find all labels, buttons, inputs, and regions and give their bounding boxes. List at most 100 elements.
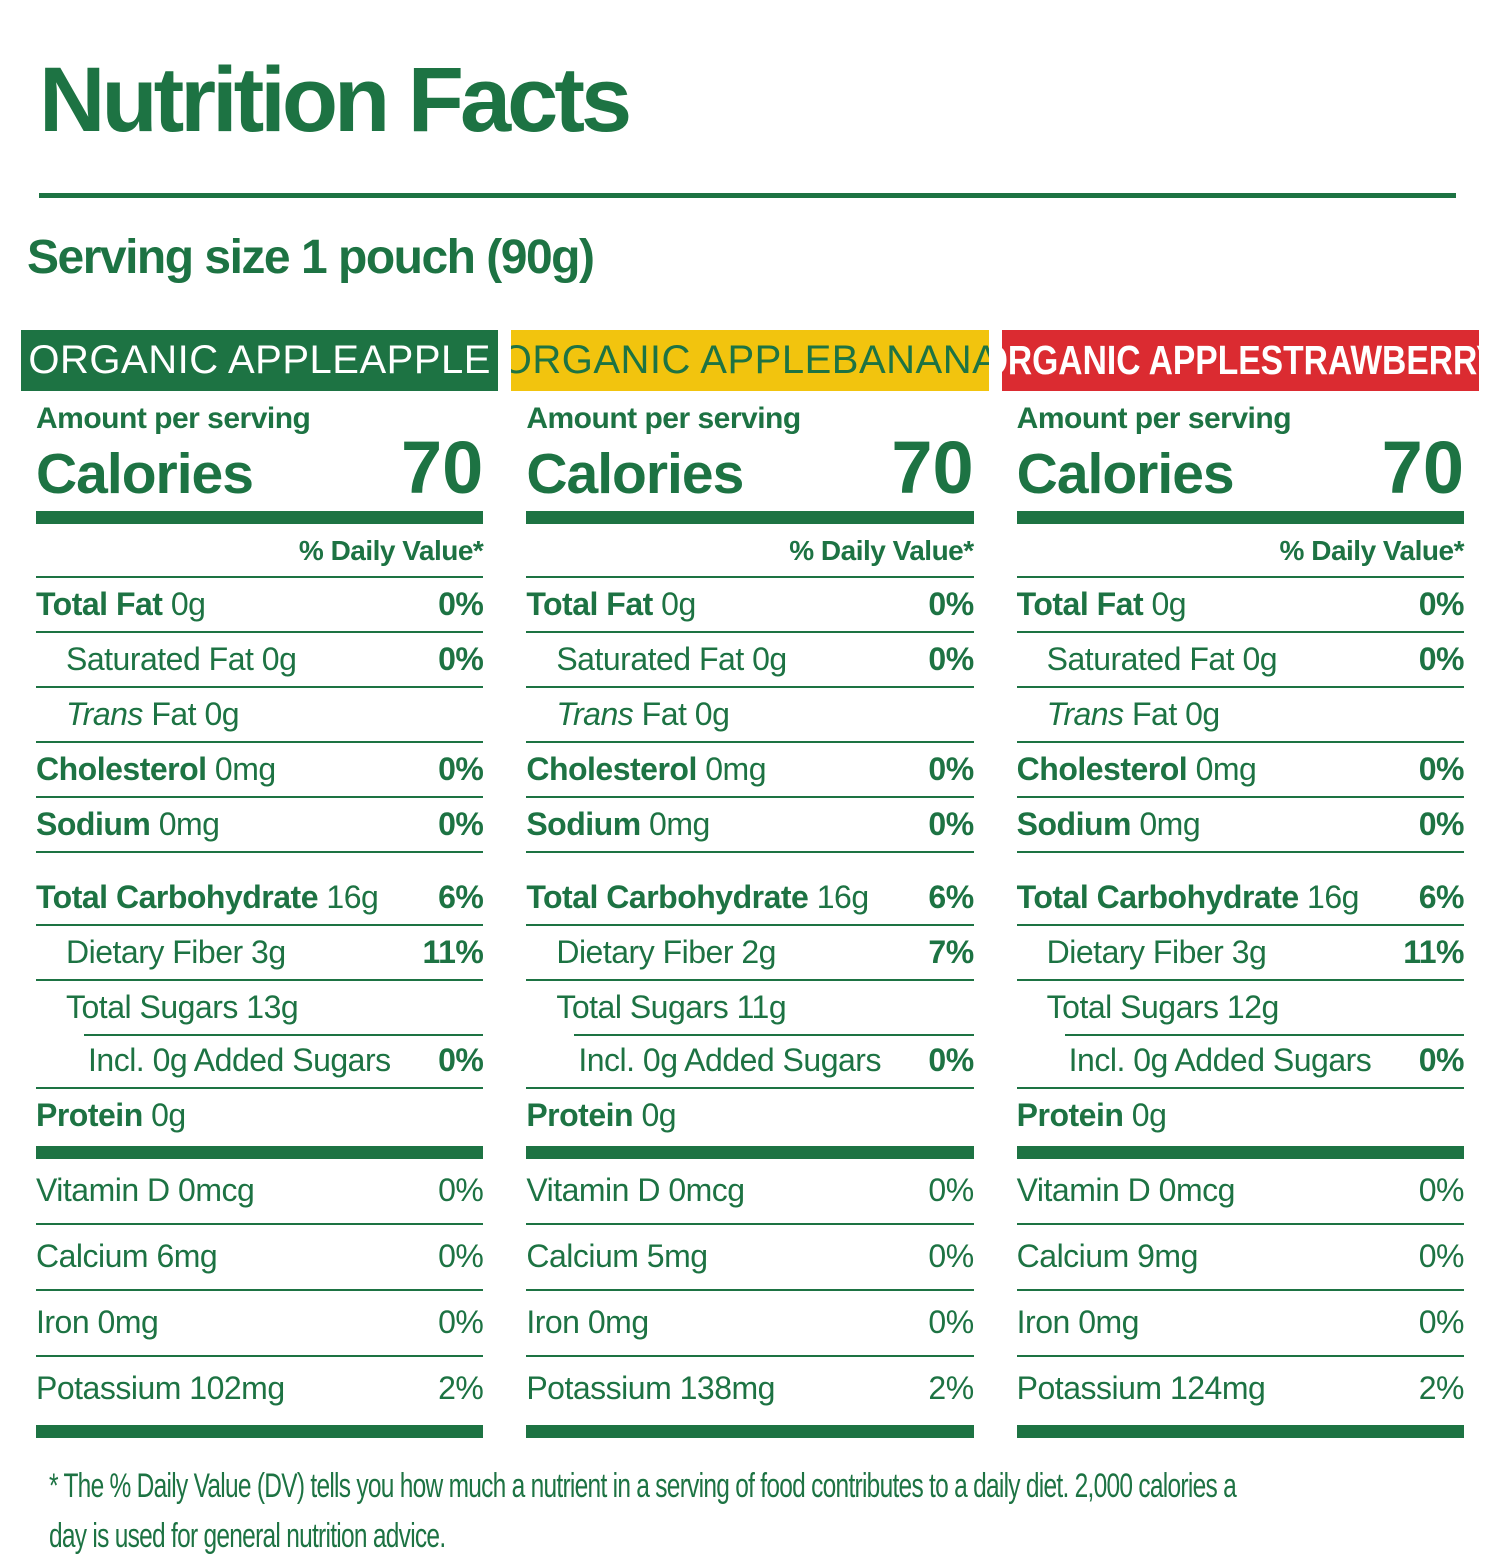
nutrient-value: 0% [928, 1172, 974, 1209]
nutrient-table: % Daily Value* Total Fat 0g 0% Saturated… [1016, 524, 1465, 1439]
nutrient-label-part: Sodium [36, 806, 151, 843]
nutrient-label: Potassium 102mg [36, 1370, 285, 1407]
nutrient-label: Total Fat 0g [36, 586, 206, 623]
footnote: * The % Daily Value (DV) tells you how m… [49, 1462, 1475, 1561]
thick-divider-bar [1016, 511, 1464, 525]
product-column: ORGANIC APPLEBANANA Amount per serving C… [511, 329, 989, 1439]
nutrient-label: Saturated Fat 0g [36, 641, 297, 678]
nutrient-label: Cholesterol 0mg [36, 751, 276, 788]
nutrient-value: 6% [928, 879, 974, 916]
nutrient-label-part: Total Carbohydrate [1016, 879, 1300, 916]
nutrient-row: Saturated Fat 0g 0% [526, 633, 974, 689]
nutrient-value: 0% [438, 806, 484, 843]
nutrient-label-part: Potassium 124mg [1016, 1370, 1266, 1407]
nutrient-label: Calcium 9mg [1016, 1238, 1199, 1275]
nutrient-label: Dietary Fiber 2g [526, 934, 776, 971]
nutrient-label-part: Total Fat [1016, 586, 1144, 623]
nutrient-label-part: Iron 0mg [36, 1304, 159, 1341]
nutrient-row: Sodium 0mg 0% [1016, 798, 1465, 854]
nutrient-label-part: Trans [66, 696, 143, 733]
nutrient-label-part: Iron 0mg [526, 1304, 649, 1341]
nutrient-label-part: Total Sugars 11g [556, 989, 787, 1026]
nutrient-row: Vitamin D 0mcg 0% [526, 1159, 974, 1226]
nutrient-row: Total Fat 0g 0% [526, 578, 974, 634]
nutrient-label-part: 0mg [206, 751, 276, 788]
nutrient-label-part: Cholesterol [526, 751, 697, 788]
nutrient-label-part: Protein [1016, 1097, 1124, 1134]
nutrient-value: 2% [928, 1370, 974, 1407]
nutrient-value: 11% [422, 934, 484, 971]
nutrient-row: Total Sugars 12g [1017, 981, 1464, 1034]
nutrient-value: 0% [438, 1172, 484, 1209]
calories-value: 70 [401, 425, 484, 509]
nutrient-label: Calcium 5mg [526, 1238, 708, 1275]
nutrient-label-part: 0mg [696, 751, 766, 788]
nutrient-value: 11% [1403, 934, 1464, 971]
footnote-line-2: day is used for general nutrition advice… [49, 1516, 446, 1555]
nutrient-row: Total Sugars 13g [36, 981, 483, 1034]
nutrient-row: Total Fat 0g 0% [36, 578, 484, 634]
nutrient-label-part: Sodium [1016, 806, 1132, 843]
product-name: ORGANIC APPLEAPPLE [28, 337, 491, 382]
nutrient-label: Sodium 0mg [1016, 806, 1201, 843]
nutrient-row: Dietary Fiber 3g 11% [36, 926, 484, 982]
nutrient-label-part: Calcium 9mg [1016, 1238, 1199, 1275]
nutrient-label-part: Dietary Fiber 2g [556, 934, 776, 971]
page-title: Nutrition Facts [39, 49, 632, 151]
nutrient-label: Iron 0mg [36, 1304, 159, 1341]
nutrient-label-part: 0mg [150, 806, 220, 843]
nutrient-row: Potassium 102mg 2% [36, 1357, 484, 1421]
nutrient-value: 0% [438, 751, 484, 788]
nutrient-label-part: Saturated Fat 0g [1046, 641, 1278, 678]
amount-per-serving-label: Amount per serving [36, 401, 311, 435]
product-name-banner: ORGANIC APPLEBANANA [511, 329, 989, 391]
nutrient-row: Cholesterol 0mg 0% [1016, 743, 1464, 799]
nutrient-rows: Total Fat 0g 0% Saturated Fat 0g 0% Tran… [36, 578, 484, 1439]
nutrient-label: Iron 0mg [526, 1304, 649, 1341]
nutrient-label-part: 16g [1298, 879, 1359, 916]
nutrient-label: Total Sugars 11g [526, 989, 786, 1026]
nutrient-value: 0% [928, 751, 974, 788]
nutrient-label: Dietary Fiber 3g [36, 934, 286, 971]
calories-value: 70 [1381, 425, 1464, 509]
nutrient-value: 0% [1418, 806, 1465, 843]
nutrient-label-part: Iron 0mg [1016, 1304, 1140, 1341]
nutrient-label-part: Dietary Fiber 3g [1046, 934, 1267, 971]
nutrient-label-part: Protein [526, 1097, 634, 1134]
nutrient-value: 0% [928, 1304, 974, 1341]
nutrient-label-part: Trans [1046, 696, 1124, 733]
nutrient-label-part: Calcium 6mg [36, 1238, 218, 1275]
nutrient-rows: Total Fat 0g 0% Saturated Fat 0g 0% Tran… [1016, 578, 1465, 1439]
nutrient-label: Vitamin D 0mcg [1017, 1172, 1236, 1209]
nutrient-row: Trans Fat 0g [1016, 688, 1464, 744]
nutrient-label: Protein 0g [526, 1097, 676, 1134]
nutrient-value: 0% [438, 1304, 484, 1341]
thick-divider-bar [526, 1146, 974, 1160]
nutrient-row: Incl. 0g Added Sugars 0% [526, 1034, 974, 1090]
nutrient-value: 7% [928, 934, 974, 971]
nutrient-label: Protein 0g [36, 1097, 186, 1134]
nutrient-value: 0% [928, 1238, 974, 1275]
nutrient-label: Total Carbohydrate 16g [1016, 879, 1360, 916]
nutrient-label: Total Carbohydrate 16g [36, 879, 379, 916]
nutrient-label-part: Total Sugars 12g [1046, 989, 1280, 1026]
nutrient-value: 6% [1418, 879, 1465, 916]
serving-size: Serving size 1 pouch (90g) [27, 230, 595, 284]
nutrient-value: 0% [1418, 1042, 1465, 1079]
nutrient-row: Total Fat 0g 0% [1016, 578, 1464, 634]
nutrient-row: Protein 0g [526, 1089, 973, 1142]
nutrient-value: 0% [438, 1238, 484, 1275]
product-column: ORGANIC APPLEAPPLE Amount per serving Ca… [21, 329, 499, 1439]
daily-value-header: % Daily Value* [1016, 524, 1464, 579]
nutrient-row: Incl. 0g Added Sugars 0% [36, 1034, 484, 1090]
nutrient-label-part: 0g [652, 586, 696, 623]
nutrition-facts-panel: Nutrition Facts Serving size 1 pouch (90… [0, 49, 1500, 1555]
thick-divider-bar [36, 511, 484, 525]
nutrient-label: Trans Fat 0g [1017, 696, 1221, 733]
nutrient-label: Incl. 0g Added Sugars [526, 1042, 881, 1079]
nutrient-row: Trans Fat 0g [36, 688, 484, 744]
nutrient-row: Total Carbohydrate 16g 6% [526, 853, 974, 927]
nutrient-label-part: Incl. 0g Added Sugars [578, 1042, 881, 1079]
nutrient-value: 0% [928, 806, 974, 843]
nutrient-value: 6% [438, 879, 484, 916]
